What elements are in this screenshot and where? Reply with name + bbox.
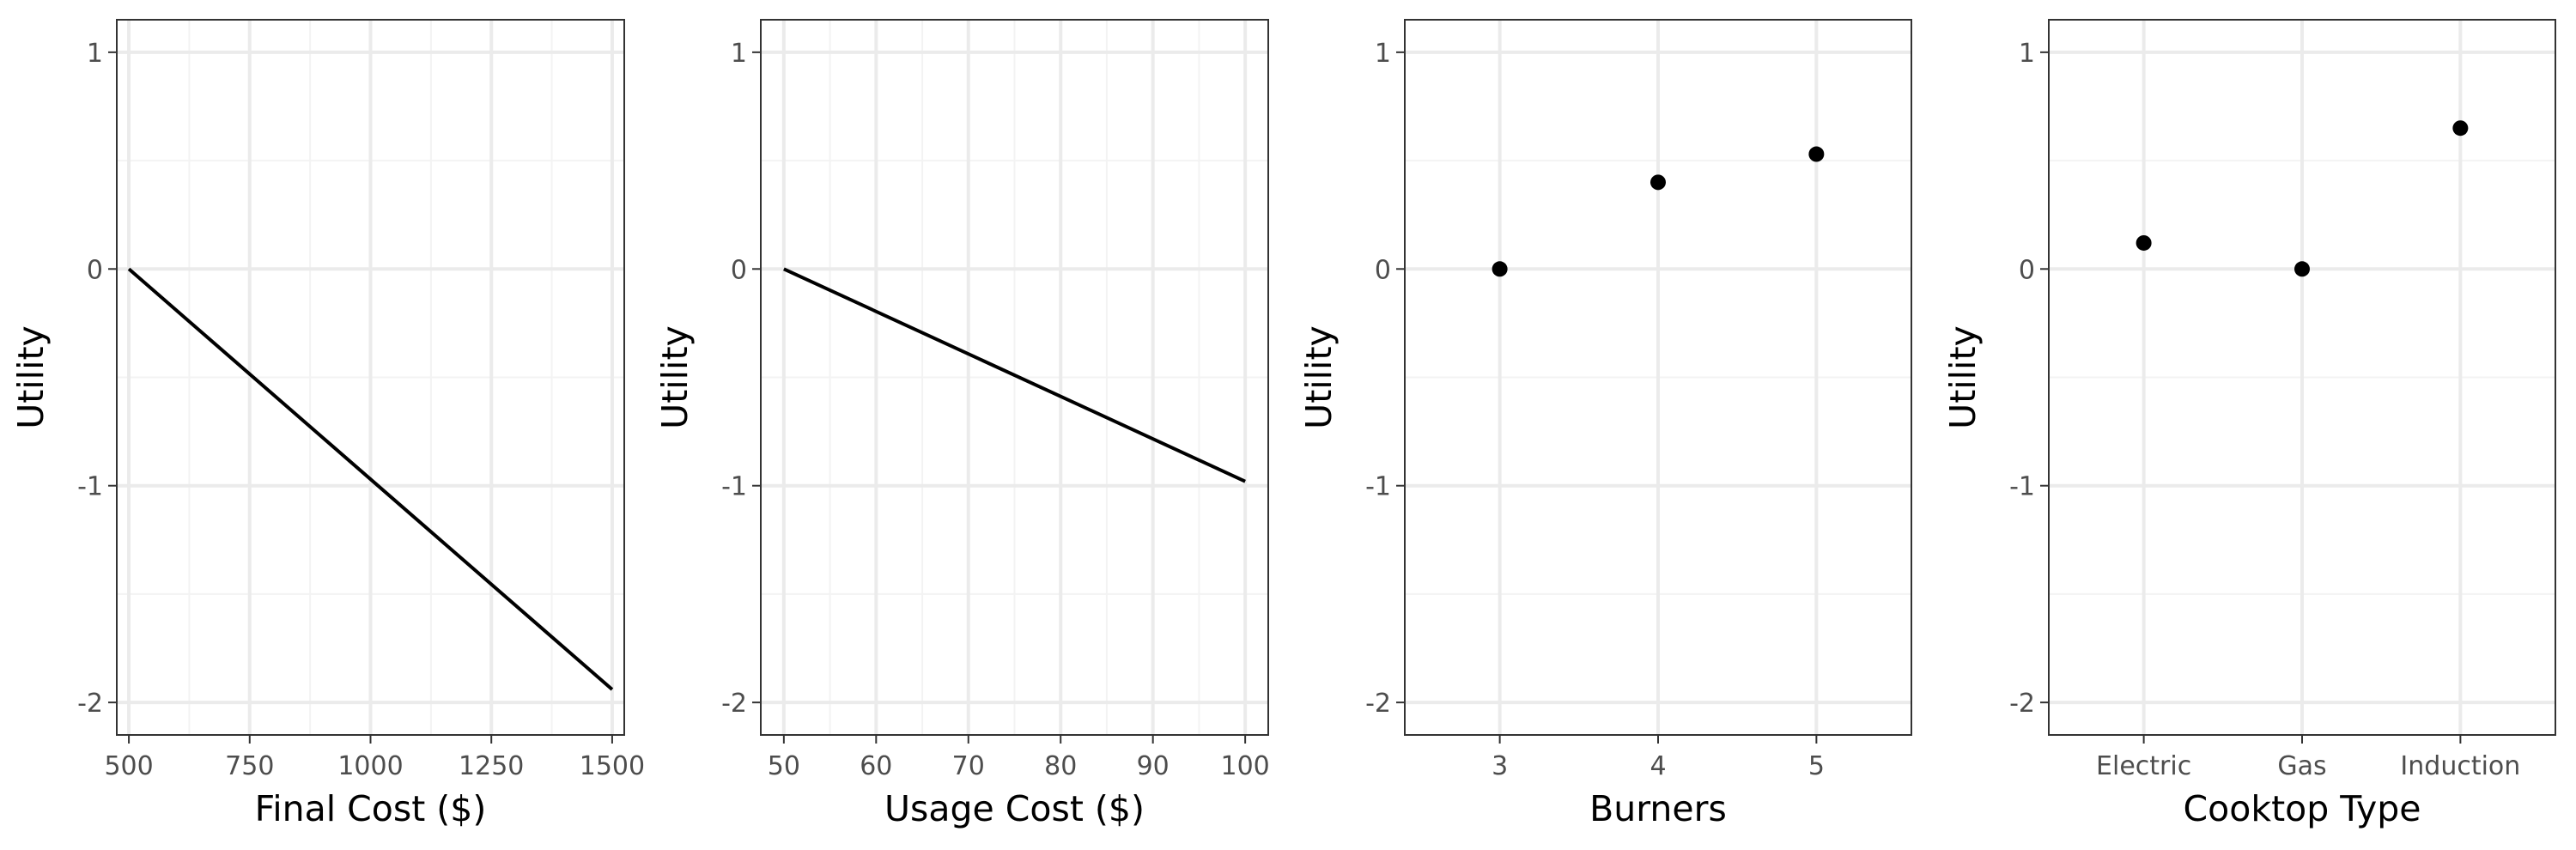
y-tick-label: 1 — [87, 39, 103, 69]
x-axis-title: Usage Cost ($) — [884, 788, 1145, 829]
data-point — [1808, 146, 1825, 162]
x-axis-title: Burners — [1589, 788, 1727, 829]
y-axis-title: Utility — [10, 325, 52, 429]
x-tick-label: 80 — [1044, 751, 1077, 781]
x-tick-label: 500 — [104, 751, 153, 781]
x-tick-label: Gas — [2277, 751, 2326, 781]
x-tick-label: 3 — [1492, 751, 1508, 781]
x-tick-label: 5 — [1808, 751, 1825, 781]
y-tick-label: -1 — [77, 472, 103, 502]
data-point — [1492, 261, 1508, 277]
y-tick-label: -1 — [2009, 472, 2035, 502]
x-tick-label: 90 — [1137, 751, 1170, 781]
y-axis-title: Utility — [1942, 325, 1984, 429]
panel-border — [760, 19, 1269, 736]
y-tick-label: 1 — [731, 39, 747, 69]
y-tick-label: 0 — [2019, 255, 2035, 285]
y-tick-label: 1 — [1375, 39, 1391, 69]
x-tick-label: 1000 — [337, 751, 403, 781]
x-tick-label: 60 — [860, 751, 892, 781]
y-tick-label: -1 — [721, 472, 747, 502]
series-line — [783, 267, 1246, 483]
y-tick-label: -2 — [721, 689, 747, 719]
y-axis-title: Utility — [1298, 325, 1340, 429]
chart-panel-3: -2 -1 0 1 3 4 5 Burners Utility — [1298, 19, 1912, 829]
data-point — [2294, 261, 2310, 277]
y-tick-label: -2 — [77, 689, 103, 719]
x-tick-label: 100 — [1221, 751, 1270, 781]
x-tick-label: 70 — [952, 751, 985, 781]
x-tick-label: Induction — [2400, 751, 2520, 781]
x-tick-label: Electric — [2096, 751, 2191, 781]
data-point — [2452, 120, 2469, 137]
y-axis-title: Utility — [654, 325, 696, 429]
x-axis-title: Final Cost ($) — [255, 788, 487, 829]
y-tick-label: -2 — [2009, 689, 2035, 719]
y-tick-label: 0 — [87, 255, 103, 285]
series-line — [127, 267, 614, 691]
data-point — [2136, 234, 2152, 251]
x-tick-label: 750 — [225, 751, 274, 781]
y-tick-label: -2 — [1365, 689, 1391, 719]
y-tick-label: 1 — [2019, 39, 2035, 69]
y-tick-label: -1 — [1365, 472, 1391, 502]
chart-panel-2: -2 -1 0 1 50 60 70 80 90 100 Usage Cost ($) Utility — [654, 19, 1270, 829]
x-axis-title: Cooktop Type — [2184, 788, 2421, 829]
x-tick-label: 1500 — [580, 751, 645, 781]
y-tick-label: 0 — [731, 255, 747, 285]
chart-panel-4: -2 -1 0 1 Electric Gas Induction Cooktop Type Ut… — [1942, 19, 2556, 829]
x-tick-label: 50 — [768, 751, 800, 781]
x-tick-label: 1250 — [459, 751, 524, 781]
data-point — [1650, 174, 1666, 191]
x-tick-label: 4 — [1649, 751, 1666, 781]
y-tick-label: 0 — [1375, 255, 1391, 285]
